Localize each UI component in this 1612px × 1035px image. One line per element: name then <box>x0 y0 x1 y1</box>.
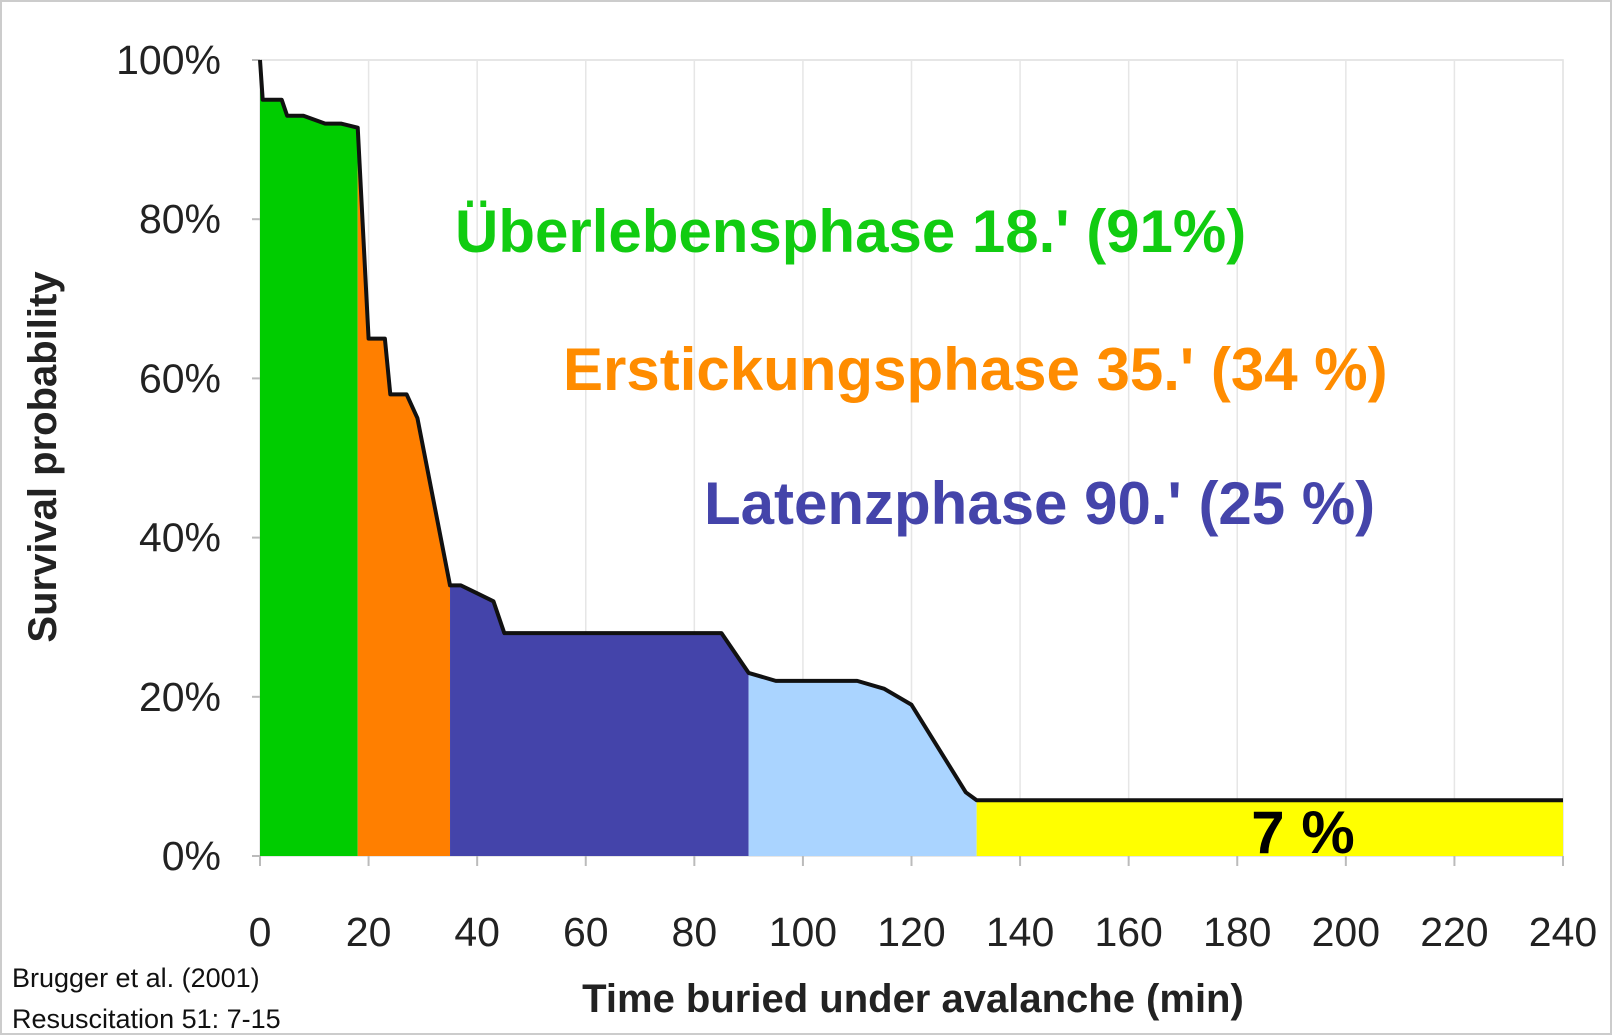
y-tick-label: 80% <box>139 196 221 242</box>
x-tick-label: 160 <box>1094 909 1162 955</box>
x-tick-label: 180 <box>1203 909 1271 955</box>
x-tick-label: 220 <box>1420 909 1488 955</box>
annotation: Überlebensphase 18.' (91%) <box>455 198 1246 265</box>
x-axis-title: Time buried under avalanche (min) <box>582 977 1244 1021</box>
x-tick-label: 40 <box>454 909 500 955</box>
phase-area <box>260 60 358 856</box>
y-axis-title: Survival probability <box>21 271 65 643</box>
annotation: 7 % <box>1251 799 1354 866</box>
survival-line <box>258 59 1563 803</box>
x-tick-label: 20 <box>346 909 392 955</box>
x-tick-label: 240 <box>1529 909 1597 955</box>
x-tick-label: 120 <box>877 909 945 955</box>
y-tick-label: 40% <box>139 515 221 561</box>
annotation: Erstickungsphase 35.' (34 %) <box>563 336 1388 403</box>
x-tick-label: 140 <box>986 909 1054 955</box>
source: Resuscitation 51: 7-15 <box>12 1004 281 1034</box>
x-tick-label: 200 <box>1312 909 1380 955</box>
y-tick-label: 0% <box>162 833 221 879</box>
source: Brugger et al. (2001) <box>12 963 260 993</box>
x-tick-label: 60 <box>563 909 609 955</box>
y-tick-label: 100% <box>116 37 221 83</box>
y-tick-label: 60% <box>139 355 221 401</box>
x-tick-label: 80 <box>672 909 718 955</box>
x-tick-label: 0 <box>249 909 272 955</box>
annotation: Latenzphase 90.' (25 %) <box>704 470 1375 537</box>
x-tick-label: 100 <box>769 909 837 955</box>
y-tick-label: 20% <box>139 674 221 720</box>
